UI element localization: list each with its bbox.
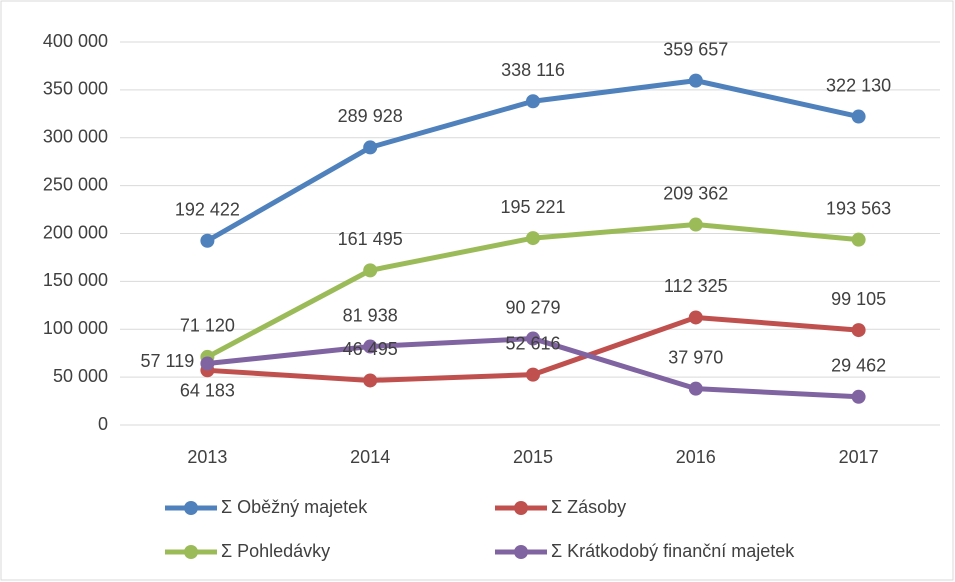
y-tick-label: 100 000: [43, 318, 108, 338]
data-label: 81 938: [343, 305, 398, 325]
data-label: 46 495: [343, 339, 398, 359]
data-point: [200, 233, 215, 248]
legend-label: Σ Krátkodobý finanční majetek: [551, 541, 795, 561]
data-point: [851, 232, 866, 247]
data-point: [363, 373, 378, 388]
data-label: 359 657: [663, 39, 728, 59]
legend-marker: [514, 545, 528, 559]
data-label: 192 422: [175, 200, 240, 220]
legend-marker: [514, 501, 528, 515]
data-point: [363, 140, 378, 155]
data-label: 193 563: [826, 198, 891, 218]
data-label: 37 970: [668, 347, 723, 367]
data-point: [526, 331, 540, 346]
x-tick-label: 2017: [839, 447, 879, 467]
data-label: 57 119: [141, 351, 195, 371]
legend-label: Σ Oběžný majetek: [221, 497, 368, 517]
y-tick-label: 300 000: [43, 127, 108, 147]
y-tick-label: 50 000: [53, 366, 108, 386]
data-label: 90 279: [505, 297, 560, 317]
data-label: 29 462: [831, 356, 886, 376]
data-point: [851, 323, 866, 338]
data-point: [688, 381, 703, 396]
legend-marker: [184, 545, 198, 559]
data-point: [526, 94, 540, 109]
legend-label: Σ Pohledávky: [221, 541, 330, 561]
data-point: [688, 217, 703, 232]
data-point: [851, 389, 866, 404]
data-point: [363, 339, 378, 354]
x-tick-label: 2014: [350, 447, 390, 467]
data-point: [526, 231, 540, 246]
data-label: 71 120: [180, 316, 235, 336]
data-point: [851, 109, 866, 124]
x-tick-label: 2013: [187, 447, 227, 467]
y-tick-label: 350 000: [43, 79, 108, 99]
legend-marker: [184, 501, 198, 515]
data-point: [688, 310, 703, 325]
data-point: [363, 263, 378, 278]
data-label: 99 105: [831, 289, 886, 309]
data-label: 322 130: [826, 75, 891, 95]
x-tick-label: 2015: [513, 447, 553, 467]
data-point: [200, 356, 215, 371]
data-label: 64 183: [180, 380, 235, 400]
data-label: 195 221: [500, 197, 565, 217]
y-tick-label: 150 000: [43, 270, 108, 290]
data-point: [526, 367, 540, 382]
data-label: 112 325: [664, 276, 728, 296]
data-label: 209 362: [663, 183, 728, 203]
y-tick-label: 250 000: [43, 174, 108, 194]
y-tick-label: 400 000: [43, 31, 108, 51]
x-tick-label: 2016: [676, 447, 716, 467]
y-tick-label: 0: [98, 414, 108, 434]
data-point: [688, 73, 703, 88]
data-label: 289 928: [338, 106, 403, 126]
legend-label: Σ Zásoby: [551, 497, 626, 517]
y-tick-label: 200 000: [43, 222, 108, 242]
data-label: 52 616: [505, 333, 560, 353]
data-label: 338 116: [501, 60, 565, 80]
data-label: 161 495: [338, 229, 403, 249]
